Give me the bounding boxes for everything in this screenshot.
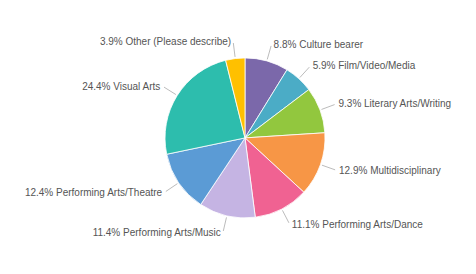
slices [165,58,325,218]
slice-label: 5.9% Film/Video/Media [313,60,416,71]
slice-label: 12.9% Multidisciplinary [339,165,441,176]
slice-label: 24.4% Visual Arts [82,81,160,92]
leader-line [166,184,178,192]
chart: 8.8% Culture bearer 5.9% Film/Video/Media… [0,0,476,274]
labels: 8.8% Culture bearer 5.9% Film/Video/Media… [25,36,451,239]
slice-label: 3.9% Other (Please describe) [100,36,231,47]
leader-lines [164,43,335,231]
slice-label: 12.4% Performing Arts/Theatre [25,187,163,198]
slice-label: 9.3% Literary Arts/Writing [338,98,451,109]
leader-line [282,210,288,222]
slice-label: 8.8% Culture bearer [274,39,364,50]
leader-line [233,43,235,57]
leader-line [322,165,335,170]
pie: 8.8% Culture bearer 5.9% Film/Video/Media… [25,36,451,239]
slice-label: 11.1% Performing Arts/Dance [292,219,423,230]
slice-label: 11.4% Performing Arts/Music [93,227,221,238]
slice [226,58,245,138]
leader-line [223,217,226,231]
leader-line [164,87,176,94]
leader-line [321,105,334,110]
leader-line [267,46,271,59]
leader-line [300,67,309,77]
slice [245,90,325,138]
